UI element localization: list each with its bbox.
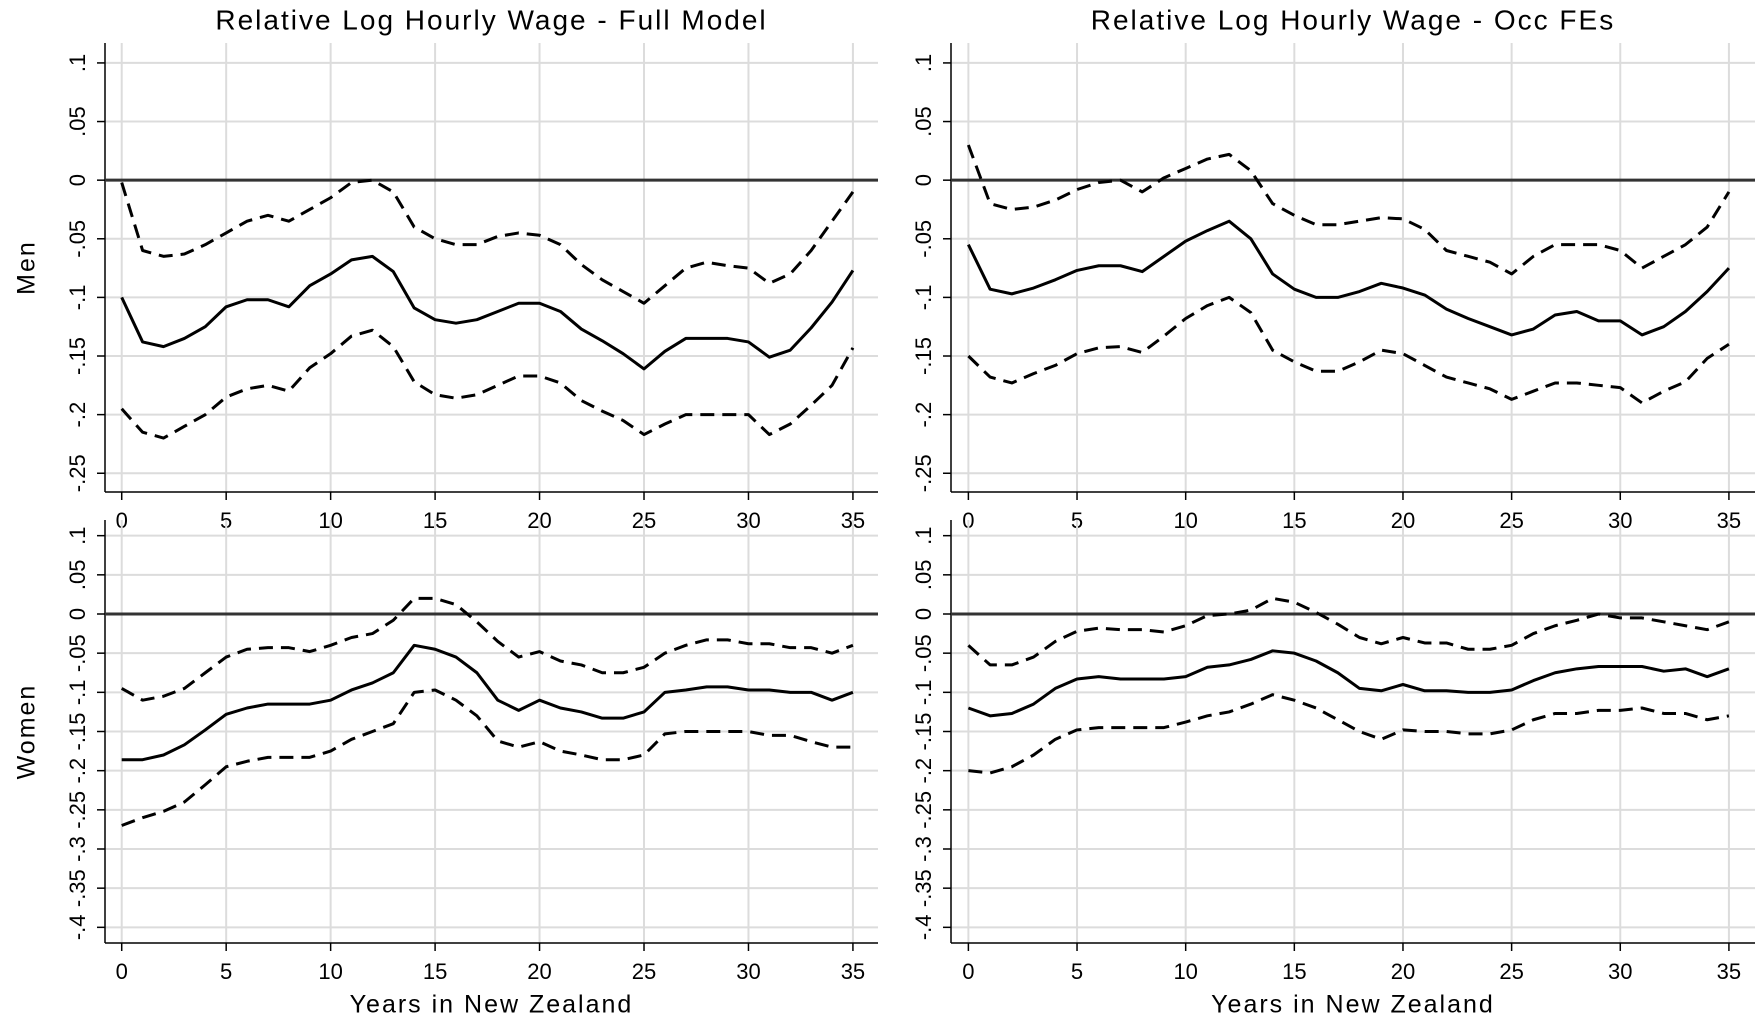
- y-tick-label: .05: [911, 106, 936, 137]
- series-line: [967, 649, 1730, 718]
- y-tick-label: -.05: [911, 220, 936, 258]
- x-tick-label: 10: [1173, 959, 1197, 984]
- y-axis-label: Women: [13, 684, 41, 780]
- x-tick-label: 20: [1391, 959, 1415, 984]
- x-tick-label: 20: [527, 959, 551, 984]
- y-tick-label: -.35: [65, 869, 90, 907]
- x-tick-label: 30: [736, 959, 760, 984]
- chart-title: Relative Log Hourly Wage - Full Model: [215, 4, 767, 35]
- y-tick-label: -.25: [65, 454, 90, 492]
- x-tick-label: 30: [1608, 959, 1632, 984]
- y-axis-label: Men: [13, 240, 41, 295]
- series-line: [966, 144, 1731, 276]
- x-tick-label: 35: [841, 959, 865, 984]
- y-tick-label: -.2: [65, 758, 90, 784]
- x-tick-label: 15: [423, 959, 447, 984]
- y-tick-label: -.15: [65, 337, 90, 375]
- x-tick-label: 5: [220, 959, 232, 984]
- series-line: [968, 693, 1730, 775]
- x-tick-label: 0: [116, 959, 128, 984]
- y-tick-label: -.1: [911, 679, 936, 705]
- series-line: [120, 328, 855, 440]
- x-axis-label: Years in New Zealand: [1211, 991, 1495, 1019]
- y-tick-label: -.2: [911, 758, 936, 784]
- series-line: [121, 643, 854, 762]
- y-tick-label: -.05: [65, 220, 90, 258]
- y-tick-label: -.15: [911, 337, 936, 375]
- y-tick-label: -.15: [911, 713, 936, 751]
- y-tick-label: 0: [911, 174, 936, 186]
- y-tick-label: 0: [65, 608, 90, 620]
- y-tick-label: -.2: [65, 402, 90, 428]
- chart-title: Relative Log Hourly Wage - Occ FEs: [1091, 4, 1615, 35]
- y-tick-label: -.25: [911, 791, 936, 829]
- y-tick-label: -.1: [911, 285, 936, 311]
- y-tick-label: -.05: [65, 634, 90, 672]
- x-tick-label: 10: [318, 959, 342, 984]
- y-tick-label: -.2: [911, 402, 936, 428]
- x-tick-label: 25: [1499, 959, 1523, 984]
- y-tick-label: .1: [65, 54, 90, 72]
- series-line: [967, 596, 1730, 667]
- y-tick-label: -.1: [65, 285, 90, 311]
- series-line: [967, 219, 1731, 337]
- y-tick-label: .1: [65, 526, 90, 544]
- y-tick-label: -.3: [65, 836, 90, 862]
- y-tick-label: .05: [911, 560, 936, 591]
- y-tick-label: -.25: [911, 454, 936, 492]
- y-tick-label: -.05: [911, 634, 936, 672]
- y-tick-label: 0: [911, 608, 936, 620]
- y-tick-label: -.3: [911, 836, 936, 862]
- series-line: [120, 178, 855, 305]
- x-tick-label: 0: [962, 959, 974, 984]
- series-line: [121, 688, 853, 827]
- y-tick-label: .1: [911, 54, 936, 72]
- y-tick-label: .05: [65, 106, 90, 137]
- y-tick-label: -.4: [911, 914, 936, 940]
- y-tick-label: -.25: [65, 791, 90, 829]
- y-tick-label: .1: [911, 526, 936, 544]
- x-tick-label: 5: [1071, 959, 1083, 984]
- y-tick-label: -.35: [911, 869, 936, 907]
- y-tick-label: 0: [65, 174, 90, 186]
- y-tick-label: -.15: [65, 713, 90, 751]
- x-tick-label: 15: [1282, 959, 1306, 984]
- y-tick-label: -.1: [65, 679, 90, 705]
- x-tick-label: 35: [1717, 959, 1741, 984]
- y-tick-label: -.4: [65, 914, 90, 940]
- y-tick-label: .05: [65, 560, 90, 591]
- x-axis-label: Years in New Zealand: [350, 991, 634, 1019]
- series-line: [120, 254, 855, 371]
- series-line: [967, 295, 1730, 405]
- series-line: [120, 596, 854, 702]
- x-tick-label: 25: [632, 959, 656, 984]
